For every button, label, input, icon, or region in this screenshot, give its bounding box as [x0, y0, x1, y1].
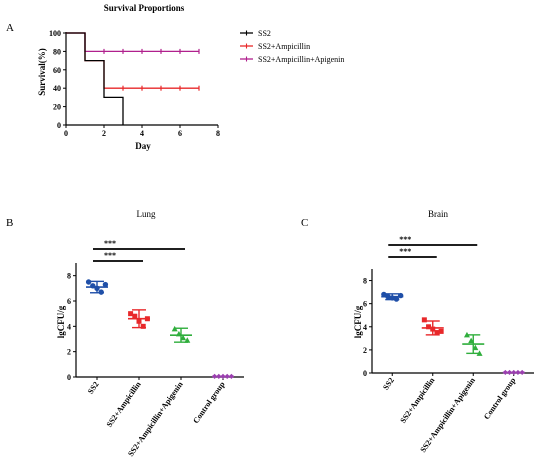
- significance-label: ***: [104, 251, 116, 260]
- data-point: [385, 294, 391, 300]
- data-point: [476, 350, 483, 356]
- data-point: [506, 369, 513, 376]
- x-tick-label: SS2: [86, 380, 101, 396]
- data-point: [102, 281, 109, 288]
- data-point: [90, 283, 96, 289]
- data-point: [144, 316, 150, 322]
- survival-x-tick-label: 4: [140, 129, 144, 138]
- x-tick-label: SS2+Ampicillin: [105, 380, 143, 429]
- data-point: [136, 318, 142, 324]
- x-tick-label: Control group: [482, 376, 518, 422]
- panel-label-b: B: [6, 217, 13, 229]
- x-tick-label: SS2: [381, 376, 396, 392]
- legend-label: SS2+Ampicillin+Apigenin: [258, 55, 344, 64]
- survival-x-tick-label: 0: [64, 129, 68, 138]
- data-point: [228, 373, 234, 379]
- data-point: [212, 373, 218, 379]
- data-point: [175, 330, 182, 337]
- survival-x-tick-label: 2: [102, 129, 106, 138]
- y-tick-label: 8: [67, 272, 71, 281]
- data-point: [94, 285, 100, 292]
- data-point: [171, 325, 178, 332]
- legend-label: SS2+Ampicillin: [258, 42, 310, 51]
- legend-label: SS2: [258, 29, 271, 38]
- lung-ylabel: lgCFU/g: [56, 305, 66, 338]
- survival-y-tick-label: 20: [53, 103, 61, 112]
- y-tick-label: 4: [67, 322, 71, 331]
- x-tick-label: Control group: [191, 380, 227, 426]
- data-point: [393, 296, 400, 302]
- x-tick-label: SS2+Ampicillin: [398, 376, 436, 425]
- survival-x-tick-label: 8: [216, 129, 220, 138]
- data-point: [184, 337, 191, 343]
- survival-series-line: [66, 32, 124, 125]
- data-point: [180, 334, 187, 341]
- data-point: [519, 369, 525, 376]
- survival-y-tick-label: 60: [53, 66, 61, 75]
- y-tick-label: 0: [67, 373, 71, 382]
- data-point: [140, 323, 146, 329]
- data-point: [98, 289, 104, 295]
- survival-series-line: [66, 32, 199, 53]
- data-point: [434, 330, 440, 336]
- significance-label: ***: [399, 235, 411, 244]
- y-tick-label: 6: [67, 297, 71, 306]
- data-point: [463, 331, 470, 338]
- brain-ylabel: lgCFU/g: [353, 305, 363, 338]
- y-tick-label: 4: [363, 323, 367, 332]
- data-point: [438, 328, 444, 334]
- lung-title: Lung: [137, 209, 156, 219]
- data-point: [220, 373, 226, 379]
- significance-label: ***: [104, 239, 116, 248]
- data-point: [216, 373, 222, 379]
- data-point: [515, 369, 521, 376]
- panel-label-a: A: [6, 22, 14, 34]
- survival-y-tick-label: 40: [53, 84, 61, 93]
- survival-x-tick-label: 6: [178, 129, 182, 138]
- data-point: [132, 313, 138, 319]
- survival-xlabel: Day: [135, 141, 151, 151]
- data-point: [502, 369, 508, 376]
- survival-chart: Survival Proportions Survival(%) Day 020…: [37, 3, 344, 151]
- significance-label: ***: [399, 247, 411, 256]
- data-point: [381, 291, 387, 298]
- panel-label-c: C: [301, 217, 308, 229]
- y-tick-label: 6: [363, 300, 367, 309]
- data-point: [472, 344, 479, 351]
- survival-y-tick-label: 80: [53, 47, 61, 56]
- y-tick-label: 2: [67, 348, 71, 357]
- survival-title: Survival Proportions: [104, 3, 185, 13]
- data-point: [128, 311, 134, 317]
- data-point: [430, 326, 436, 332]
- data-point: [426, 324, 432, 330]
- data-point: [224, 373, 230, 379]
- data-point: [511, 369, 517, 376]
- survival-ylabel: Survival(%): [37, 48, 47, 96]
- data-point: [421, 317, 427, 323]
- survival-y-tick-label: 100: [49, 29, 61, 38]
- data-point: [397, 292, 404, 299]
- data-point: [468, 337, 475, 344]
- y-tick-label: 2: [363, 346, 367, 355]
- data-point: [389, 295, 395, 301]
- survival-y-tick-label: 0: [57, 121, 61, 130]
- brain-title: Brain: [428, 209, 448, 219]
- y-tick-label: 8: [363, 277, 367, 286]
- data-point: [85, 279, 92, 285]
- y-tick-label: 0: [363, 369, 367, 378]
